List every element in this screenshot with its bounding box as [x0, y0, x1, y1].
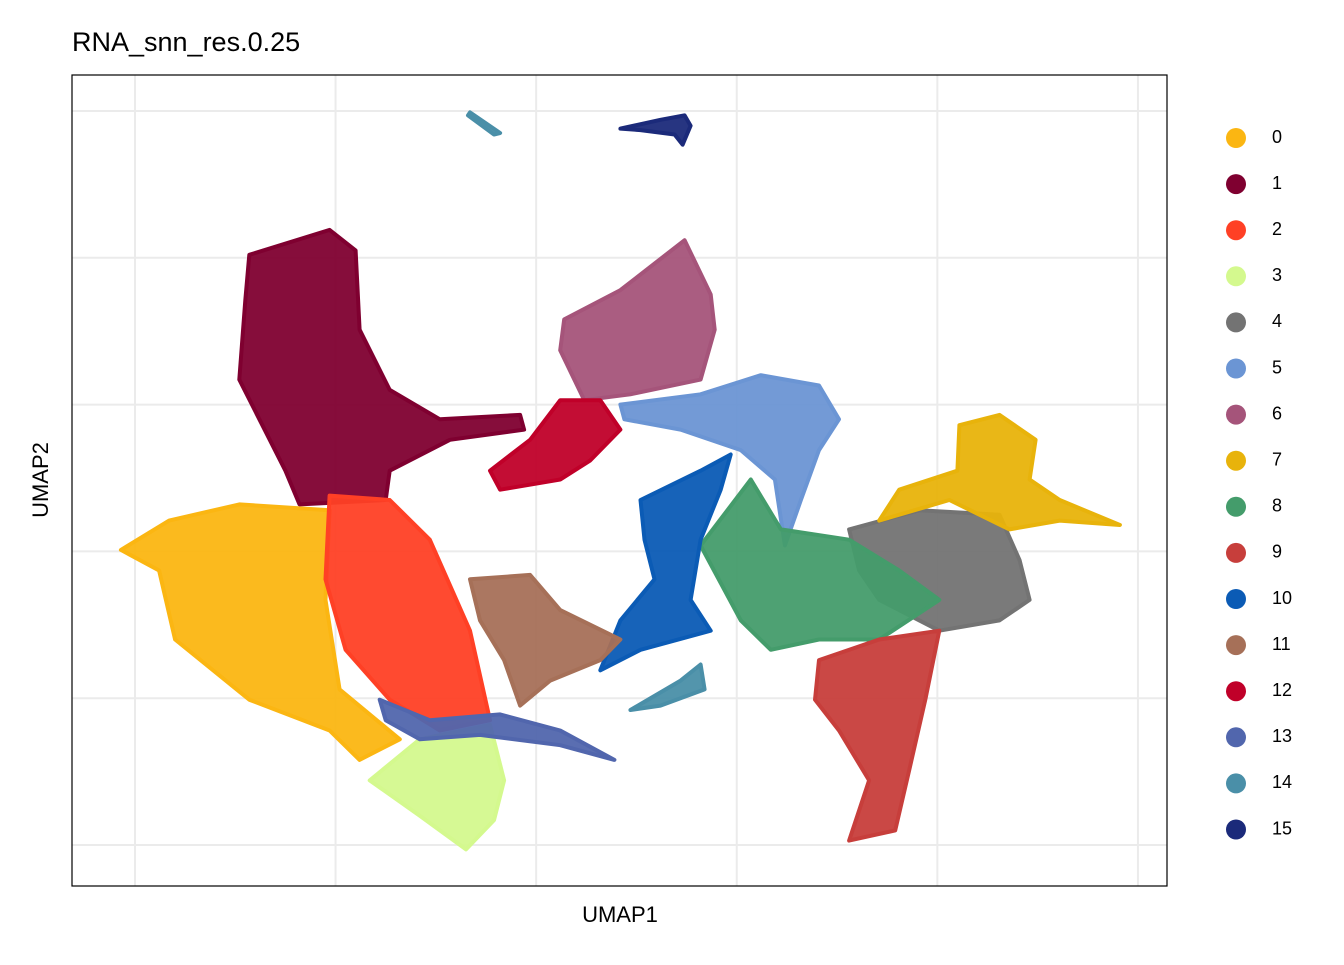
- legend-swatch: [1226, 635, 1246, 656]
- legend-label: 0: [1272, 127, 1282, 147]
- cluster: [466, 110, 707, 712]
- legend-swatch: [1226, 727, 1246, 748]
- legend-swatch: [1226, 773, 1246, 794]
- legend-swatch: [1226, 174, 1246, 195]
- legend-swatch: [1226, 404, 1246, 425]
- legend-swatch: [1226, 128, 1246, 148]
- legend-swatch: [1226, 496, 1246, 517]
- legend-label: 9: [1272, 542, 1282, 562]
- data: [118, 110, 1122, 852]
- cluster: [813, 628, 942, 843]
- legend-swatch: [1226, 450, 1246, 471]
- legend-swatch: [1226, 358, 1246, 379]
- legend-swatch: [1226, 312, 1246, 333]
- cluster: [377, 697, 617, 762]
- x-axis-label: UMAP1: [582, 902, 658, 927]
- cluster: [698, 477, 942, 652]
- legend-label: 11: [1272, 634, 1291, 654]
- cluster: [558, 238, 717, 403]
- chart-title: RNA_snn_res.0.25: [72, 27, 300, 57]
- y-axis-label: UMAP2: [28, 442, 53, 518]
- legend-label: 6: [1272, 403, 1282, 423]
- cluster: [877, 412, 1122, 532]
- cluster: [488, 398, 623, 492]
- cluster: [618, 113, 693, 147]
- legend-swatch: [1226, 266, 1246, 287]
- legend-label: 5: [1272, 357, 1282, 377]
- cluster: [618, 373, 841, 548]
- legend-label: 1: [1272, 173, 1282, 193]
- legend-label: 7: [1272, 449, 1282, 469]
- legend-label: 13: [1272, 726, 1292, 746]
- legend-swatch: [1226, 589, 1246, 609]
- legend-label: 4: [1272, 311, 1282, 331]
- legend-label: 12: [1272, 680, 1292, 700]
- legend-swatch: [1226, 542, 1246, 563]
- legend-label: 15: [1272, 818, 1292, 838]
- legend-swatch: [1226, 681, 1246, 702]
- legend-swatch: [1226, 220, 1246, 241]
- legend-label: 8: [1272, 496, 1282, 516]
- legend-label: 3: [1272, 265, 1282, 285]
- cluster: [598, 452, 733, 673]
- legend-label: 2: [1272, 219, 1282, 239]
- cluster: [237, 227, 527, 507]
- legend-label: 14: [1272, 772, 1292, 792]
- cluster: [468, 572, 623, 708]
- legend-swatch: [1226, 819, 1246, 840]
- legend-label: 10: [1272, 588, 1292, 608]
- cluster: [118, 502, 402, 762]
- plot-border: [71, 74, 1168, 887]
